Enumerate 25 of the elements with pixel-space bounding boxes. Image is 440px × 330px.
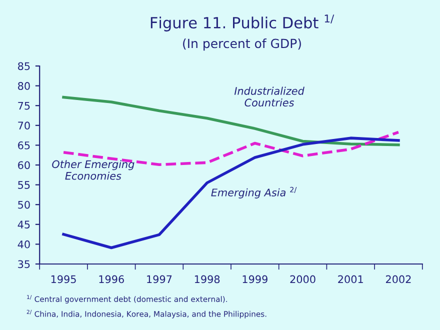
x-tick-label: 1997 [147, 275, 172, 284]
y-tick-label: 35 [18, 260, 30, 268]
y-tick-label: 80 [18, 82, 30, 90]
x-tick-label: 1995 [51, 275, 76, 284]
y-tick-label: 45 [18, 220, 30, 229]
y-tick-label: 85 [18, 62, 30, 70]
series-label: Emerging Asia $^{2/}$ [211, 186, 297, 198]
x-tick-label: 2001 [338, 275, 363, 284]
series-label: Other Emerging Economies [52, 160, 134, 180]
y-tick-label: 40 [18, 240, 30, 248]
x-tick-label: 1998 [194, 275, 220, 284]
chart-subtitle: (In percent of GDP) [183, 38, 301, 51]
y-tick-label: 65 [18, 141, 30, 150]
x-tick-label: 2002 [386, 275, 411, 284]
y-tick-label: 60 [18, 161, 30, 170]
series-label: Industrialized Countries [234, 86, 304, 107]
y-tick-label: 70 [18, 122, 30, 130]
x-tick-label: 1996 [99, 275, 124, 284]
chart-title: Figure 11. Public Debt $^{1/}$ [150, 14, 334, 32]
x-tick-label: 1999 [242, 275, 268, 284]
line-series [62, 96, 400, 146]
x-tick-label: 2000 [290, 275, 316, 284]
y-tick-label: 75 [18, 102, 30, 110]
y-tick-label: 50 [18, 200, 30, 209]
y-tick-label: 55 [18, 181, 30, 189]
